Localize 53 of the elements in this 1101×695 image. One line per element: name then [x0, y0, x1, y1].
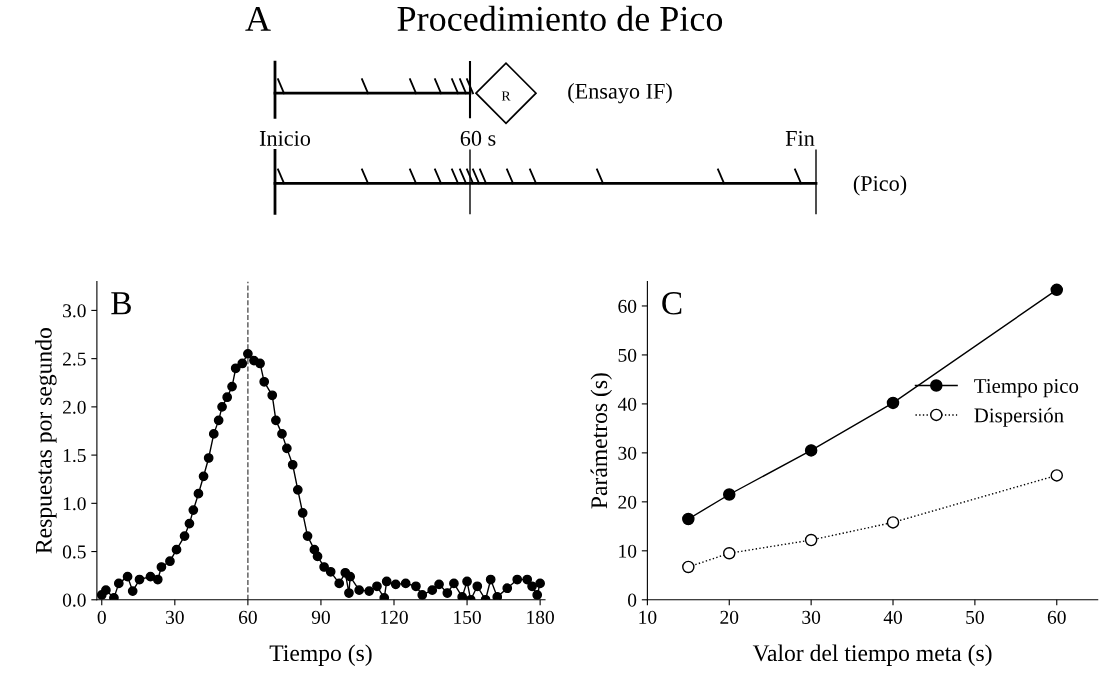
y-tick-label: 0.5 [62, 545, 86, 559]
point [723, 547, 736, 560]
text: 60 s [460, 130, 496, 146]
point [682, 560, 695, 574]
point [1050, 283, 1064, 297]
y-tick-label: 60 [618, 299, 637, 313]
y-axis-title: Respuestas por segundo [35, 328, 57, 554]
x-tick-label: 60 [238, 610, 257, 624]
y-tick-label: 10 [619, 544, 637, 558]
x-tick-label: 30 [166, 610, 184, 624]
y-tick-label: 1.0 [63, 497, 86, 511]
y-tick-label: 3.0 [63, 304, 86, 318]
text: (Ensayo IF) [568, 83, 672, 104]
point [682, 512, 695, 526]
point [804, 444, 818, 457]
y-tick-label: 1.5 [63, 449, 86, 463]
y-tick-label: 30 [618, 446, 637, 460]
point [723, 488, 736, 501]
x-tick-label: 20 [720, 610, 739, 624]
x-tick-label: 10 [639, 610, 657, 624]
legend-label: Tiempo pico [974, 378, 1079, 398]
text: R [501, 91, 511, 101]
y-tick-label: 20 [618, 495, 637, 509]
y-tick-label: 50 [618, 348, 637, 362]
point [804, 533, 818, 547]
y-axis-title: Parámetros (s) [590, 373, 612, 509]
y-tick-label: 0.0 [62, 593, 86, 607]
text: Inicio [259, 130, 311, 146]
annotation: C [662, 292, 682, 315]
x-tick-label: 180 [527, 610, 554, 624]
annotation: B [111, 292, 131, 315]
point [886, 396, 900, 410]
y-tick-label: 0 [627, 593, 637, 607]
x-tick-label: 90 [311, 610, 330, 624]
text: (Pico) [853, 175, 907, 196]
x-tick-label: 60 [1047, 610, 1066, 624]
y-tick-label: 2.5 [63, 352, 86, 366]
point [886, 516, 900, 529]
x-tick-label: 150 [454, 610, 481, 624]
text: A [245, 6, 271, 31]
y-tick-label: 40 [617, 397, 637, 411]
x-tick-label: 30 [802, 610, 821, 624]
legend-label: Dispersión [974, 407, 1064, 427]
x-tick-label: 50 [966, 610, 984, 624]
text: Fin [785, 130, 815, 146]
x-tick-label: 0 [97, 610, 106, 624]
y-tick-label: 2.0 [63, 400, 86, 414]
x-tick-label: 40 [883, 610, 902, 624]
x-tick-label: 120 [381, 610, 408, 624]
point [1050, 469, 1064, 482]
text: Procedimiento de Pico [397, 5, 723, 32]
x-axis-title: Tiempo (s) [269, 644, 372, 666]
x-axis-title: Valor del tiempo meta (s) [752, 644, 992, 666]
